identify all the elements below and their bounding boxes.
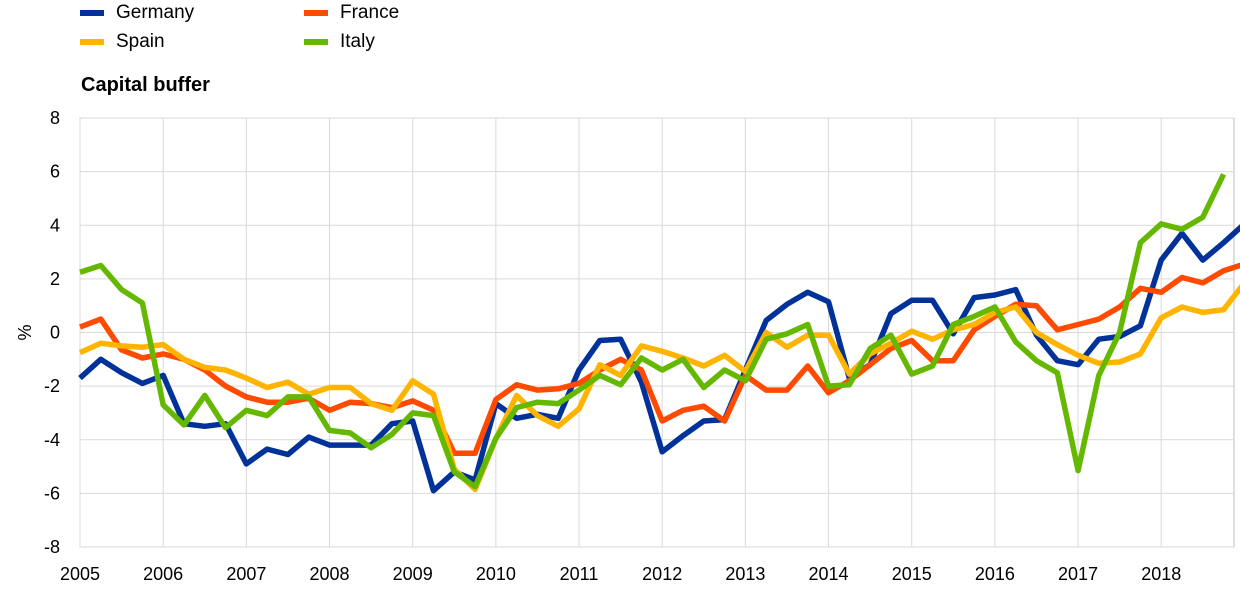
y-tick-label: 6 xyxy=(50,162,60,182)
legend-label-germany: Germany xyxy=(116,2,195,23)
x-tick-label: 2007 xyxy=(226,564,266,584)
series-line-france xyxy=(79,262,1240,456)
x-tick-label: 2015 xyxy=(892,564,932,584)
series-line-italy xyxy=(79,173,1227,490)
x-tick-label: 2011 xyxy=(560,564,599,584)
series-line-germany xyxy=(78,224,1240,494)
y-tick-label: -8 xyxy=(44,537,60,557)
y-tick-label: 2 xyxy=(50,269,60,289)
x-tick-label: 2012 xyxy=(642,564,682,584)
legend-label-france: France xyxy=(340,2,400,23)
x-tick-label: 2017 xyxy=(1058,564,1098,584)
y-tick-label: 0 xyxy=(50,323,60,343)
legend-item-italy: Italy xyxy=(304,31,375,53)
x-tick-label: 2006 xyxy=(143,564,183,584)
x-tick-label: 2010 xyxy=(476,564,516,584)
legend-swatch-germany xyxy=(80,10,104,16)
legend-swatch-france xyxy=(304,10,328,16)
x-tick-label: 2013 xyxy=(725,564,765,584)
x-tick-label: 2008 xyxy=(309,564,349,584)
chart-title: Capital buffer xyxy=(81,74,210,96)
x-tick-label: 2005 xyxy=(60,564,100,584)
y-tick-label: -2 xyxy=(44,376,60,396)
legend-item-germany: Germany xyxy=(80,2,194,24)
y-tick-label: -6 xyxy=(44,483,60,503)
chart-legend: Germany France Spain Italy xyxy=(80,0,500,58)
legend-item-spain: Spain xyxy=(80,31,165,53)
series-line-spain xyxy=(78,284,1240,493)
legend-item-france: France xyxy=(304,2,399,24)
legend-swatch-italy xyxy=(304,39,328,45)
x-tick-label: 2009 xyxy=(393,564,433,584)
y-tick-label: 4 xyxy=(50,215,60,235)
x-tick-label: 2018 xyxy=(1141,564,1181,584)
y-axis-label: % xyxy=(15,324,35,340)
y-tick-label: 8 xyxy=(50,108,60,128)
y-tick-label: -4 xyxy=(44,430,60,450)
legend-swatch-spain xyxy=(80,39,104,45)
legend-label-spain: Spain xyxy=(116,31,165,52)
x-tick-label: 2014 xyxy=(809,564,849,584)
x-tick-label: 2016 xyxy=(975,564,1015,584)
legend-label-italy: Italy xyxy=(340,31,375,52)
